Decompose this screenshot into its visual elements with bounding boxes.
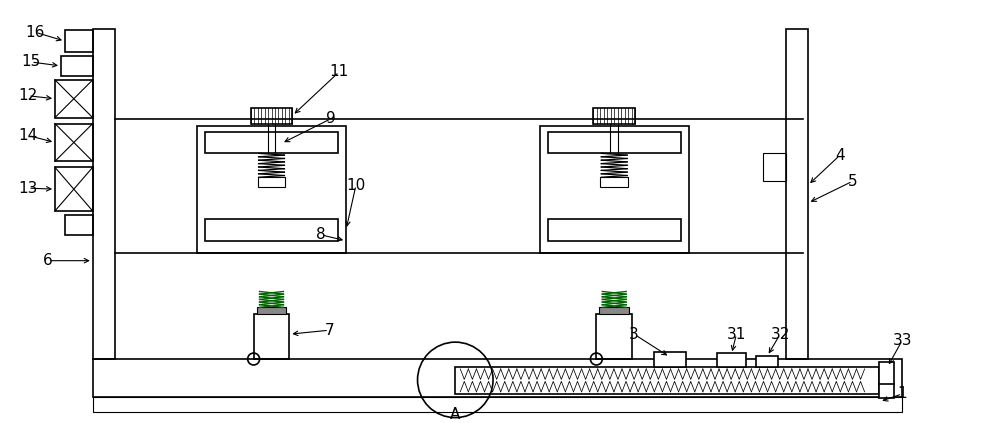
Bar bbox=[254, 314, 289, 359]
Text: 31: 31 bbox=[727, 327, 746, 342]
Bar bbox=[61, 56, 93, 76]
Text: 3: 3 bbox=[629, 327, 639, 342]
Bar bbox=[654, 352, 686, 367]
Bar bbox=[593, 108, 635, 124]
Text: 33: 33 bbox=[893, 332, 912, 348]
Bar bbox=[717, 353, 746, 367]
Bar bbox=[205, 219, 338, 241]
Bar bbox=[55, 124, 93, 161]
Text: 5: 5 bbox=[848, 174, 857, 189]
Text: 32: 32 bbox=[770, 327, 790, 342]
Bar bbox=[763, 154, 786, 181]
Bar bbox=[548, 219, 681, 241]
Bar bbox=[205, 132, 338, 154]
Text: 8: 8 bbox=[316, 227, 326, 242]
Bar bbox=[93, 397, 902, 412]
Text: 15: 15 bbox=[21, 55, 41, 69]
Text: 14: 14 bbox=[18, 128, 38, 143]
Bar bbox=[251, 108, 292, 124]
Text: 9: 9 bbox=[326, 111, 336, 126]
Bar bbox=[257, 308, 286, 314]
Text: 13: 13 bbox=[18, 181, 38, 196]
Bar bbox=[596, 314, 632, 359]
Bar bbox=[65, 30, 93, 52]
Bar bbox=[879, 362, 894, 398]
Text: 4: 4 bbox=[835, 148, 845, 163]
Bar bbox=[55, 80, 93, 118]
Bar bbox=[93, 29, 115, 359]
Text: 11: 11 bbox=[329, 64, 349, 80]
Bar bbox=[540, 126, 689, 253]
Bar bbox=[258, 177, 285, 187]
Text: 10: 10 bbox=[346, 178, 366, 192]
Text: 7: 7 bbox=[324, 323, 334, 338]
Bar bbox=[786, 29, 808, 359]
Text: 16: 16 bbox=[25, 25, 45, 40]
Bar bbox=[93, 359, 902, 397]
Text: 1: 1 bbox=[898, 386, 907, 401]
Bar bbox=[599, 308, 629, 314]
Bar bbox=[197, 126, 346, 253]
Bar bbox=[55, 167, 93, 211]
Bar bbox=[600, 177, 628, 187]
Text: A: A bbox=[450, 407, 460, 422]
Bar bbox=[65, 215, 93, 235]
Bar bbox=[756, 356, 778, 367]
Bar bbox=[548, 132, 681, 154]
Text: 6: 6 bbox=[43, 253, 53, 268]
Bar bbox=[455, 367, 879, 394]
Text: 12: 12 bbox=[18, 88, 38, 103]
